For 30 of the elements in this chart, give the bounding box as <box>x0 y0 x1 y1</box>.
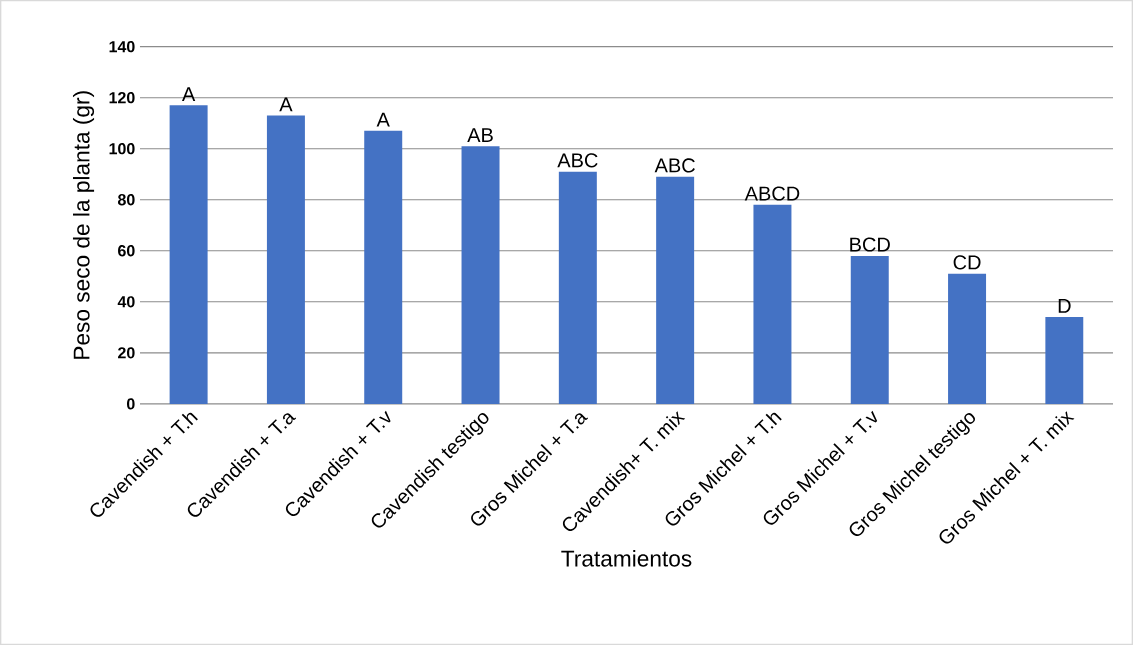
y-tick-label: 60 <box>118 245 135 257</box>
annotation: A <box>279 97 293 112</box>
bar <box>266 115 305 404</box>
bar <box>364 130 403 404</box>
annotation: ABCD <box>744 186 800 201</box>
annotation: CD <box>953 255 981 270</box>
y-tick-label: 40 <box>117 296 135 308</box>
bar <box>656 176 695 404</box>
y-tick-label: 100 <box>109 142 135 155</box>
annotation: D <box>1058 299 1071 313</box>
bar <box>1045 317 1084 404</box>
bar <box>948 273 987 404</box>
y-tick-label: 120 <box>109 91 135 104</box>
annotation: A <box>181 87 196 102</box>
bar <box>558 171 597 404</box>
y-tick-label: 80 <box>117 194 135 206</box>
y-tick-label: 20 <box>118 347 135 359</box>
bar <box>169 105 208 404</box>
bar <box>461 146 500 404</box>
annotation: ABC <box>654 158 695 173</box>
y-tick-label: 0 <box>126 398 135 410</box>
annotation: A <box>376 112 390 127</box>
x-axis-title: Tratamientos <box>561 549 692 567</box>
y-axis-title: Peso seco de la planta (gr) <box>72 91 95 359</box>
annotation: AB <box>467 128 493 142</box>
annotation: ABC <box>557 153 598 168</box>
bar <box>753 204 792 404</box>
y-tick-label: 140 <box>109 40 135 53</box>
annotation: BCD <box>850 237 890 252</box>
bar <box>850 255 889 404</box>
